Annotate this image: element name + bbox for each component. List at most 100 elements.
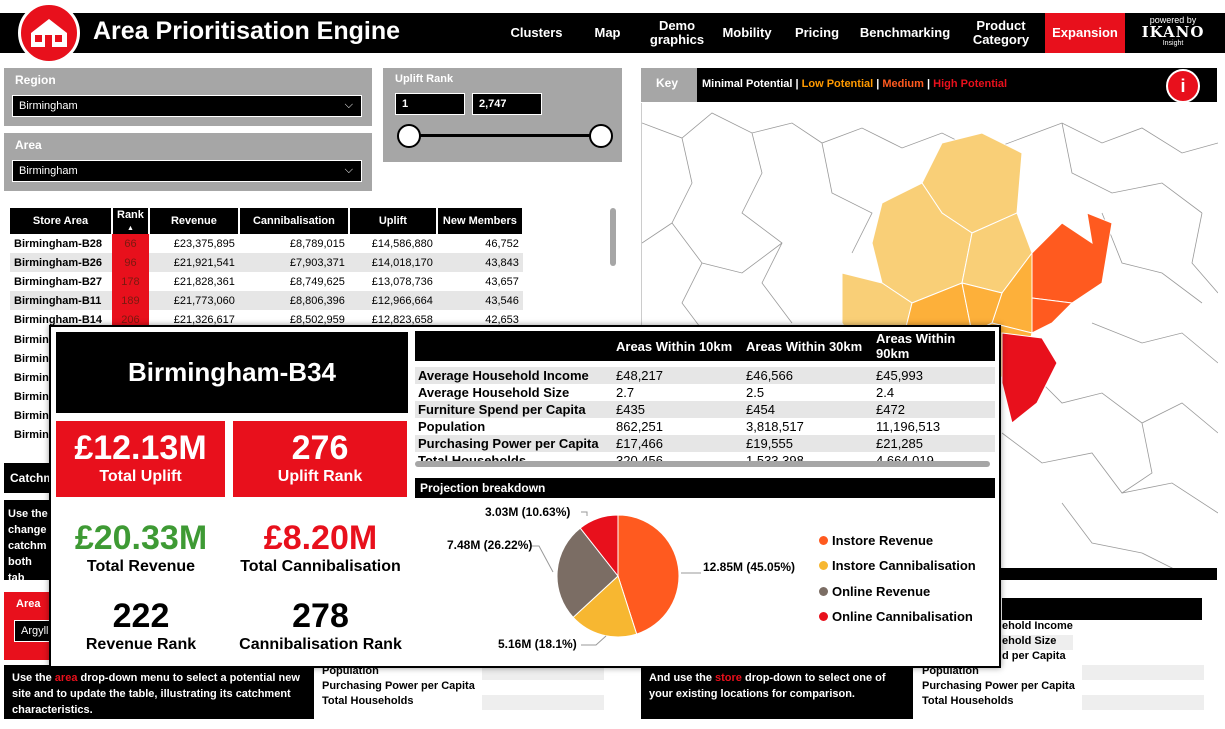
uplift-min-input[interactable]: 1	[395, 93, 465, 115]
legend-dot	[819, 587, 828, 596]
nav-pricing[interactable]: Pricing	[794, 25, 840, 40]
table-row: Population 862,251 3,818,517 11,196,513	[415, 418, 995, 435]
metric-10km: 2.7	[616, 385, 635, 400]
metric-30km: £454	[743, 401, 873, 418]
legend-dot	[819, 536, 828, 545]
nav-demographics[interactable]: Demo graphics	[640, 13, 714, 53]
col-store-area[interactable]: Store Area	[10, 208, 113, 234]
metric-90km: 11,196,513	[876, 419, 941, 434]
cell-name: Birmingham-B28	[14, 237, 103, 250]
table-row[interactable]: Birmingham-B11 189 £21,773,060 £8,806,39…	[10, 291, 523, 310]
legend-instore-cannibalisation[interactable]: Instore Cannibalisation	[819, 558, 976, 573]
pie-label-instore-cannibalisation: 5.16M (18.1%)	[498, 637, 577, 651]
metrics-header-blank	[415, 331, 613, 361]
cell-revenue: £21,773,060	[148, 291, 239, 310]
metric-10km: £17,466	[613, 435, 743, 452]
cell-uplift: £13,078,736	[371, 275, 433, 288]
uplift-rank-label: Uplift Rank	[395, 73, 454, 85]
area-compare-dropdown[interactable]: Argyll	[14, 620, 54, 642]
left-help-text: Use the area drop-down menu to select a …	[4, 665, 314, 719]
nav-demographics-line2: graphics	[649, 32, 705, 47]
legend-online-revenue[interactable]: Online Revenue	[819, 584, 930, 599]
help-post: drop-down to select one of your existing…	[649, 672, 886, 700]
cell-revenue: £21,326,617	[173, 313, 235, 326]
table-row[interactable]: Birmingham-B27 178 £21,828,361 £8,749,62…	[10, 272, 523, 291]
nav-expansion[interactable]: Expansion	[1045, 13, 1125, 53]
nav-demographics-line1: Demo	[658, 18, 696, 33]
help-pre: Use the	[12, 672, 55, 684]
nav-benchmarking[interactable]: Benchmarking	[859, 25, 951, 40]
table-row[interactable]: Birmingham-B14 206 £21,326,617 £8,502,95…	[10, 310, 523, 329]
metric-30km: 2.5	[746, 385, 765, 400]
total-uplift-card: £12.13M Total Uplift	[56, 421, 225, 497]
pie-slice-online-revenue[interactable]	[556, 527, 619, 619]
area-dropdown[interactable]: Birmingham ⌵	[12, 160, 362, 182]
region-dropdown[interactable]: Birmingham ⌵	[12, 95, 362, 117]
nav-clusters[interactable]: Clusters	[510, 25, 563, 40]
metric-label: Average Household Income	[415, 367, 613, 384]
row-label: Total Households	[322, 695, 414, 707]
help-line: catchm	[8, 540, 47, 552]
pie-slice-online-cannibalisation[interactable]	[579, 514, 619, 578]
uplift-rank-panel	[383, 68, 622, 162]
nav-product-category[interactable]: Product Category	[962, 13, 1040, 53]
total-cannibalisation-label: Total Cannibalisation	[240, 558, 401, 575]
help-pre: And use the	[649, 672, 716, 684]
pie-label-online-revenue: 7.48M (26.22%)	[447, 538, 533, 552]
legend-instore-revenue[interactable]: Instore Revenue	[819, 533, 933, 548]
pie-slice-instore-cannibalisation[interactable]	[572, 575, 638, 638]
uplift-slider-max-handle[interactable]	[589, 124, 613, 148]
col-new-members[interactable]: New Members	[436, 208, 524, 234]
metric-30km: £46,566	[743, 367, 873, 384]
revenue-rank-kpi: 222 Revenue Rank	[56, 597, 226, 654]
metrics-h-scrollbar[interactable]	[415, 461, 990, 467]
nav-map[interactable]: Map	[594, 25, 621, 40]
area-label: Area	[15, 138, 42, 152]
table-scrollbar[interactable]	[610, 208, 616, 266]
table-row: Average Household Size 2.7 2.5 2.4	[415, 384, 995, 401]
uplift-slider-track[interactable]	[408, 134, 602, 137]
hidden-rows: Birmin Birmin Birmin Birmin Birmin Birmi…	[14, 331, 49, 445]
pie-slice-instore-revenue[interactable]	[617, 514, 680, 635]
cell-name: Birmingham-B14	[14, 313, 103, 326]
region-label: Region	[15, 73, 56, 87]
table-row[interactable]: Birmingham-B28 66 £23,375,895 £8,789,015…	[10, 234, 523, 253]
metric-label: Average Household Size	[418, 385, 570, 400]
cannibalisation-rank-kpi: 278 Cannibalisation Rank	[233, 597, 408, 654]
row-label: Purchasing Power per Capita	[322, 680, 475, 692]
chevron-down-icon: ⌵	[344, 99, 353, 111]
uplift-max-input[interactable]: 2,747	[472, 93, 542, 115]
total-cannibalisation-kpi: £8.20M Total Cannibalisation	[233, 519, 408, 576]
metrics-header-10km[interactable]: Areas Within 10km	[613, 331, 743, 361]
help-post: drop-down menu to select a potential new…	[12, 672, 300, 716]
uplift-slider-min-handle[interactable]	[397, 124, 421, 148]
metrics-header-90km[interactable]: Areas Within 90km	[873, 331, 995, 361]
area-compare-label: Area	[16, 598, 41, 610]
store-area-table: Store Area Rank ▲ Revenue Cannibalisation…	[10, 208, 524, 329]
col-uplift[interactable]: Uplift	[348, 208, 438, 234]
col-revenue[interactable]: Revenue	[148, 208, 240, 234]
key-sep: |	[923, 78, 934, 90]
revenue-rank-value: 222	[112, 597, 170, 635]
list-item: Birmin	[14, 372, 49, 384]
cell-new-members: 42,653	[485, 313, 519, 326]
list-item: Birmin	[14, 391, 49, 403]
pie-label-instore-revenue: 12.85M (45.05%)	[703, 560, 796, 574]
metrics-header-30km[interactable]: Areas Within 30km	[743, 331, 873, 361]
legend-label: Online Revenue	[832, 584, 931, 599]
col-rank[interactable]: Rank ▲	[112, 208, 150, 234]
table-row[interactable]: Birmingham-B26 96 £21,921,541 £7,903,371…	[10, 253, 523, 272]
key-sep: |	[792, 78, 802, 90]
metric-label: Purchasing Power per Capita	[415, 435, 613, 452]
info-icon[interactable]: i	[1166, 69, 1200, 103]
legend-label: Instore Cannibalisation	[832, 558, 976, 573]
nav-product-line2: Category	[972, 32, 1030, 47]
legend-online-cannibalisation[interactable]: Online Cannibalisation	[819, 609, 973, 624]
col-cannibalisation[interactable]: Cannibalisation	[238, 208, 350, 234]
cell-new-members: 43,546	[436, 291, 523, 310]
powered-by-text: powered by	[1149, 15, 1197, 25]
uplift-rank-card: 276 Uplift Rank	[233, 421, 407, 497]
nav-mobility[interactable]: Mobility	[722, 25, 772, 40]
popup-area-name: Birmingham-B34	[56, 332, 408, 413]
left-compare-table: Population Purchasing Power per Capita T…	[316, 665, 604, 710]
